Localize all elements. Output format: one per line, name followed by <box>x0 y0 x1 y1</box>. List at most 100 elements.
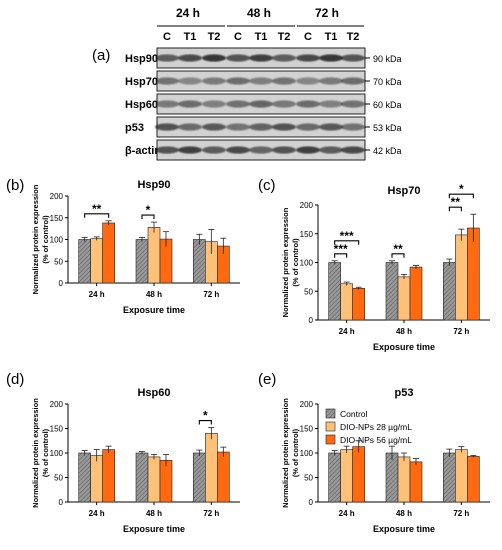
y-tick-label: 200 <box>50 400 64 409</box>
blot-lane-labels: C T1 T2 C T1 T2 C T1 T2 <box>163 31 359 43</box>
significance-bracket <box>334 240 360 245</box>
x-tick-label: 72 h <box>203 509 219 518</box>
blot-band <box>155 100 179 108</box>
y-tick-label: 50 <box>304 287 313 296</box>
x-axis-label: Exposure time <box>123 524 185 534</box>
y-tick-label: 0 <box>59 279 64 288</box>
blot-band <box>319 100 343 108</box>
blot-kda-label: 42 kDa <box>373 146 402 156</box>
blot-band <box>155 123 179 131</box>
blot-lane-label: C <box>163 31 171 43</box>
x-tick-label: 48 h <box>146 290 162 299</box>
blot-protein-label: β-actin <box>125 145 161 157</box>
blot-band <box>155 77 179 85</box>
bar <box>352 288 365 321</box>
bar <box>340 449 353 503</box>
bar <box>328 262 341 321</box>
bar <box>467 456 480 503</box>
x-tick-label: 72 h <box>453 327 469 336</box>
significance-bracket <box>141 214 155 220</box>
y-tick-label: 200 <box>50 192 64 201</box>
y-tick-label: 200 <box>300 201 314 210</box>
blot-kda-label: 60 kDa <box>373 100 402 110</box>
blot-lane-label: T1 <box>325 31 338 43</box>
blot-band <box>178 54 202 62</box>
bar <box>159 460 173 503</box>
bar <box>443 452 456 503</box>
y-tick-label: 200 <box>300 400 314 409</box>
y-axis-label: Normalized protein expression(% of contr… <box>31 184 50 294</box>
y-tick-label: 100 <box>50 449 64 458</box>
blot-band <box>296 123 320 131</box>
bar <box>78 452 91 503</box>
blot-band <box>341 54 365 62</box>
bar <box>340 283 353 321</box>
bar <box>443 262 456 321</box>
y-tick-label: 100 <box>300 259 314 268</box>
x-tick-label: 24 h <box>339 327 355 336</box>
blot-band <box>178 100 202 108</box>
significance-bracket <box>448 206 462 212</box>
y-tick-label: 0 <box>59 498 64 507</box>
legend-swatch <box>325 421 336 432</box>
blot-row-0: Hsp90 90 kDa <box>125 47 402 69</box>
bar <box>455 449 468 503</box>
blot-band <box>341 100 365 108</box>
blot-row-1: Hsp70 70 kDa <box>125 70 402 92</box>
blot-band <box>226 146 250 154</box>
significance-label: *** <box>334 242 348 256</box>
y-tick-label: 100 <box>50 236 64 245</box>
blot-protein-label: Hsp90 <box>125 53 158 65</box>
bar <box>217 451 230 503</box>
blot-band <box>319 77 343 85</box>
y-tick-label: 150 <box>50 214 64 223</box>
blot-row-3: p53 53 kDa <box>125 116 402 138</box>
y-axis-label: Normalized protein expression(% of contr… <box>281 398 300 508</box>
blot-band <box>249 123 273 131</box>
significance-label: ** <box>393 242 403 256</box>
blot-lane-label: T1 <box>255 31 268 43</box>
x-axis-label: Exposure time <box>373 342 435 352</box>
bar <box>147 456 161 503</box>
bar <box>78 239 91 284</box>
y-tick-label: 150 <box>50 425 64 434</box>
blot-band <box>202 146 226 154</box>
blot-band <box>341 77 365 85</box>
blot-band <box>202 100 226 108</box>
blot-band <box>202 54 226 62</box>
blot-band <box>296 77 320 85</box>
blot-band <box>272 146 296 154</box>
significance-bracket <box>84 213 110 218</box>
legend-swatch <box>325 408 336 419</box>
panel-label-a: (a) <box>92 47 110 64</box>
blot-lane-label: T2 <box>208 31 221 43</box>
bar <box>90 238 103 284</box>
panel-label: (e) <box>258 371 276 388</box>
blot-band <box>249 146 273 154</box>
blot-band <box>272 54 296 62</box>
blot-lane-label: C <box>304 31 312 43</box>
significance-bracket <box>391 253 405 258</box>
blot-band <box>226 100 250 108</box>
blot-time-header-72h: 72 h <box>315 6 339 20</box>
chart-title: Hsp70 <box>387 185 420 197</box>
x-axis-label: Exposure time <box>123 305 185 315</box>
bar <box>409 266 423 321</box>
legend: Control DIO-NPs 28 µg/mL DIO-NPs 56 µg/mL <box>325 408 412 445</box>
y-tick-label: 100 <box>300 449 314 458</box>
blot-lane-label: T2 <box>347 31 360 43</box>
blot-band <box>296 100 320 108</box>
y-tick-label: 0 <box>309 316 314 325</box>
x-tick-label: 72 h <box>453 509 469 518</box>
blot-band <box>226 54 250 62</box>
legend-label: Control <box>340 409 368 419</box>
significance-bracket <box>198 419 212 425</box>
x-tick-label: 48 h <box>396 327 412 336</box>
blot-protein-label: Hsp60 <box>125 99 158 111</box>
bar <box>352 446 365 503</box>
blot-time-header-48h: 48 h <box>247 6 271 20</box>
blot-band <box>249 100 273 108</box>
